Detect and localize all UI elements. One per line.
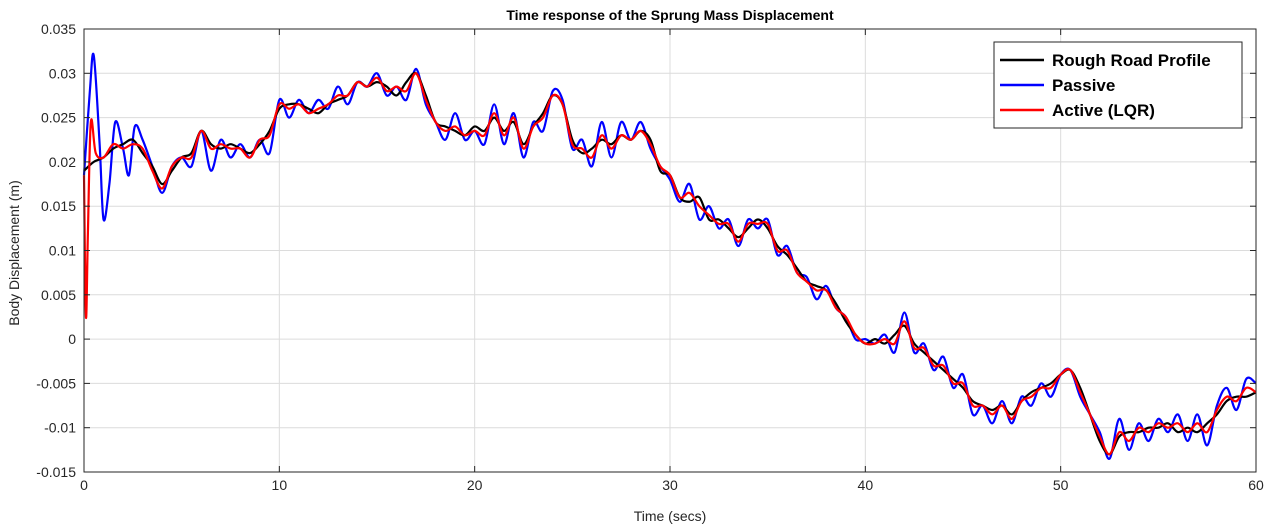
legend-item-passive: Passive: [1052, 76, 1115, 95]
series-passive: [82, 52, 1257, 460]
y-tick-label: -0.01: [44, 420, 76, 436]
series-layer: [82, 52, 1257, 460]
y-tick-label: 0.005: [41, 287, 76, 303]
x-tick-label: 40: [858, 477, 874, 493]
y-axis-label: Body Displacement (m): [6, 180, 22, 326]
x-tick-label: 10: [272, 477, 288, 493]
y-tick-label: -0.015: [36, 464, 76, 480]
chart-title: Time response of the Sprung Mass Displac…: [506, 7, 834, 23]
legend: Rough Road Profile Passive Active (LQR): [993, 41, 1243, 129]
y-tick-label: 0.02: [49, 154, 76, 170]
y-tick-label: 0: [68, 331, 76, 347]
y-tick-label: 0.03: [49, 65, 76, 81]
y-tick-label: -0.005: [36, 375, 76, 391]
x-axis-label: Time (secs): [634, 508, 707, 524]
x-tick-label: 30: [662, 477, 678, 493]
y-tick-label: 0.01: [49, 243, 76, 259]
x-tick-label: 60: [1248, 477, 1264, 493]
x-tick-label: 20: [467, 477, 483, 493]
legend-item-rough-road-profile: Rough Road Profile: [1052, 51, 1211, 70]
series-active-lqr: [82, 72, 1257, 456]
y-tick-label: 0.035: [41, 21, 76, 37]
x-tick-label: 50: [1053, 477, 1069, 493]
axis-ticks: 0 10 20 30 40 50 60 -0.015 -0.01 -0.005 0 0.005 0.01…: [36, 21, 1264, 493]
x-tick-label: 0: [80, 477, 88, 493]
legend-item-active-lqr: Active (LQR): [1052, 101, 1155, 120]
y-tick-label: 0.015: [41, 198, 76, 214]
y-tick-label: 0.025: [41, 110, 76, 126]
